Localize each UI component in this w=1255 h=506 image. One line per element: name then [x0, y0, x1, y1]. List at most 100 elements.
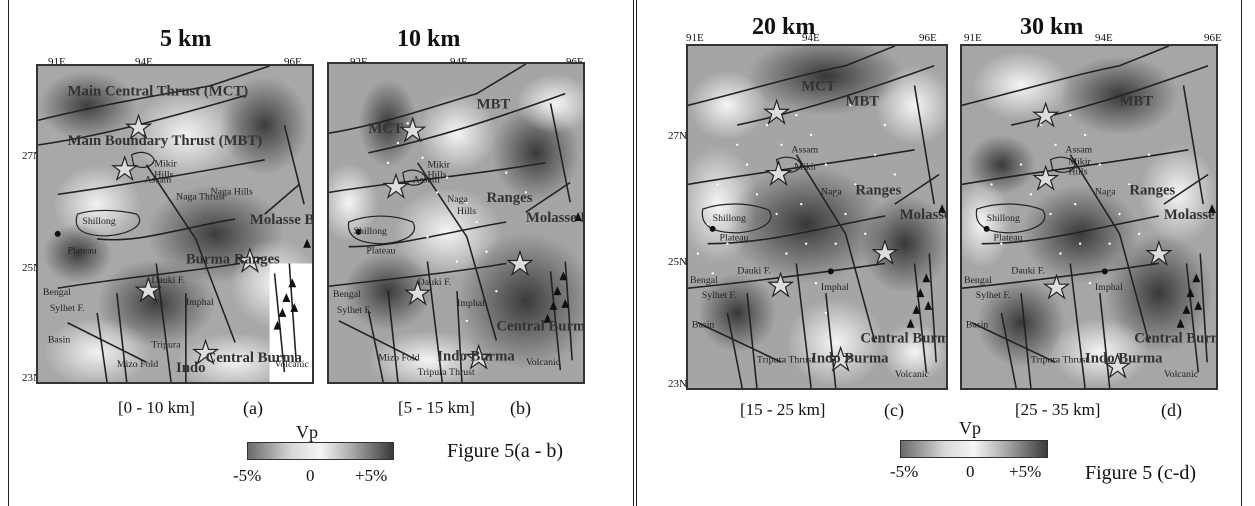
map-label: Assam	[1065, 145, 1092, 156]
longitude-label: 96E	[1204, 32, 1222, 44]
map-label: Naga	[821, 186, 842, 197]
map-label: Hills	[457, 206, 476, 217]
colorbar-min-label: -5%	[233, 466, 262, 485]
latitude-label: 23N	[668, 378, 687, 390]
depth-title: 30 km	[1020, 14, 1084, 40]
map-label: MBT	[846, 93, 880, 109]
map-label: Plateau	[720, 233, 749, 244]
left-figure-frame	[8, 0, 634, 506]
longitude-label: 91E	[686, 32, 704, 44]
map-label: Tripura Thrust	[418, 367, 475, 378]
map-label: MCT	[368, 121, 403, 137]
map-label: MBT	[1120, 93, 1154, 109]
map-label: Indo Burma	[811, 350, 889, 366]
map-label: Imphal	[1095, 282, 1123, 293]
map-label: Plateau	[994, 233, 1023, 244]
map-label: Mizo Fold	[378, 352, 419, 363]
panel-letter: (d)	[1161, 400, 1182, 420]
map-label: Molasse Basin	[900, 207, 946, 223]
colorbar-max-label: +5%	[355, 466, 388, 485]
map-label: Dauki F.	[1011, 265, 1045, 276]
map-label: Main Boundary Thrust (MBT)	[68, 133, 263, 149]
map-label: Naga Thrust	[176, 191, 225, 202]
figure-caption: Figure 5(a - b)	[447, 440, 564, 462]
map-label: Tripura	[151, 339, 181, 350]
tomography-map-c: MCT MBT Assam Mikir Shillong Plateau Nag…	[686, 44, 948, 390]
map-label: Central Burma	[860, 331, 946, 347]
figure-5cd: 20 km 30 km 91E 94E 96E 91E 94E 96E 27N …	[636, 0, 1240, 506]
map-label: Basin	[48, 334, 71, 345]
map-label: Hills	[154, 170, 173, 181]
colorbar-max-label: +5%	[1009, 462, 1042, 481]
map-label: Bengal	[43, 287, 71, 298]
map-label: MBT	[477, 96, 511, 112]
map-label: Naga Hills	[210, 186, 253, 197]
map-label: Mikir	[794, 162, 817, 173]
panel-letter: (b)	[510, 398, 531, 418]
map-label: Hills	[427, 170, 446, 181]
map-label: Volcanic	[275, 359, 310, 370]
colorbar	[900, 440, 1048, 458]
map-label: Sylhet F.	[337, 305, 372, 316]
map-label: Dauki F.	[418, 277, 452, 288]
map-label: Bengal	[333, 289, 361, 300]
map-label: Central Burma	[496, 319, 583, 335]
map-label: Central Burma	[1134, 331, 1216, 347]
tomography-map-d: MBT Assam Mikir Hills Shillong Plateau N…	[960, 44, 1218, 390]
tomography-map-b: MCT MBT Assam Mikir Hills Shillong Plate…	[327, 62, 585, 384]
map-label: Sylhet F.	[976, 290, 1011, 301]
map-label: Mizo Fold	[117, 359, 158, 370]
map-label: Basin	[966, 320, 988, 331]
map-label: Bengal	[964, 275, 992, 286]
panel-letter: (a)	[243, 398, 263, 418]
map-label: Mikir	[1068, 157, 1091, 168]
map-label: Tripura Thrust	[757, 354, 814, 365]
figure-caption: Figure 5 (c-d)	[1085, 462, 1197, 484]
colorbar-mid-label: 0	[306, 466, 315, 485]
depth-range-label: [5 - 15 km]	[398, 398, 475, 417]
map-label: Ranges	[855, 182, 901, 198]
map-label: Tripura Thrust	[1031, 354, 1088, 365]
depth-title: 10 km	[397, 26, 461, 52]
map-label: Ranges	[487, 190, 533, 206]
map-label: Imphal	[821, 282, 849, 293]
map-label: Indo	[176, 360, 206, 376]
map-label: Shillong	[713, 213, 746, 224]
latitude-label: 27N	[668, 130, 687, 142]
map-label: Assam	[413, 174, 440, 185]
depth-range-label: [25 - 35 km]	[1015, 400, 1101, 419]
map-label: Sylhet F.	[702, 290, 737, 301]
map-label: Main Central Thrust (MCT)	[68, 84, 249, 100]
map-label: Volcanic	[1164, 369, 1199, 380]
map-label: Bengal	[690, 275, 718, 286]
colorbar	[247, 442, 394, 460]
tomography-map-a: Main Central Thrust (MCT) Main Boundary …	[36, 64, 314, 384]
map-label: Burma Ranges	[186, 251, 280, 267]
panel-letter: (c)	[884, 400, 904, 420]
map-label: Volcanic	[526, 357, 561, 368]
map-label: Shillong	[354, 226, 387, 237]
colorbar-title: Vp	[296, 422, 318, 442]
figure-5ab: 5 km 10 km 91E 94E 96E 92E 94E 96E 27N 2…	[22, 26, 585, 485]
map-label: Hills	[1068, 166, 1087, 177]
map-label: MCT	[801, 78, 836, 94]
map-label: Naga	[447, 194, 468, 205]
map-label: Sylhet F.	[50, 303, 85, 314]
map-label: Dauki F.	[737, 265, 771, 276]
depth-title: 5 km	[160, 26, 212, 52]
colorbar-min-label: -5%	[890, 462, 919, 481]
latitude-label: 25N	[668, 256, 687, 268]
map-label: Molasse Basin	[250, 212, 312, 228]
map-label: Molasse Basin	[1164, 207, 1216, 223]
depth-range-label: [0 - 10 km]	[118, 398, 195, 417]
longitude-label: 94E	[1095, 32, 1113, 44]
right-figure-frame	[636, 0, 1242, 506]
map-label: Imphal	[457, 298, 485, 309]
map-label: Plateau	[68, 246, 97, 257]
map-label: Mikir	[154, 159, 177, 170]
longitude-label: 96E	[919, 32, 937, 44]
map-label: Imphal	[186, 297, 214, 308]
map-label: Shillong	[82, 216, 115, 227]
longitude-label: 91E	[964, 32, 982, 44]
map-label: Mikir	[427, 160, 450, 171]
